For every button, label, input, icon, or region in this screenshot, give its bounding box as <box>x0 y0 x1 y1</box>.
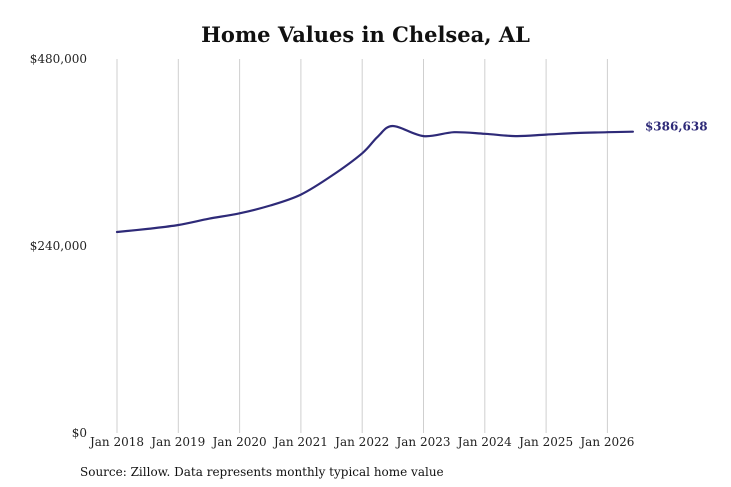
x-tick-label: Jan 2023 <box>394 435 450 449</box>
x-tick-label: Jan 2025 <box>517 435 573 449</box>
x-tick-label: Jan 2019 <box>149 435 205 449</box>
x-tick-label: Jan 2018 <box>88 435 144 449</box>
x-tick-label: Jan 2026 <box>578 435 634 449</box>
y-tick-label: $240,000 <box>30 239 87 253</box>
y-axis-ticks: $0 $240,000 $480,000 <box>30 52 87 440</box>
x-tick-label: Jan 2022 <box>333 435 389 449</box>
chart-title: Home Values in Chelsea, AL <box>201 22 530 47</box>
grid-lines <box>116 59 608 433</box>
x-tick-label: Jan 2021 <box>272 435 328 449</box>
x-axis-ticks: Jan 2018 Jan 2019 Jan 2020 Jan 2021 Jan 2022… <box>88 435 634 449</box>
x-tick-label: Jan 2020 <box>211 435 267 449</box>
y-tick-label: $0 <box>72 426 87 440</box>
home-value-line <box>115 124 634 234</box>
end-value-label: $386,638 <box>645 120 708 134</box>
y-tick-label: $480,000 <box>30 52 87 66</box>
series-layer: $386,638 <box>115 120 708 234</box>
source-note: Source: Zillow. Data represents monthly … <box>80 465 444 479</box>
x-tick-label: Jan 2024 <box>456 435 512 449</box>
